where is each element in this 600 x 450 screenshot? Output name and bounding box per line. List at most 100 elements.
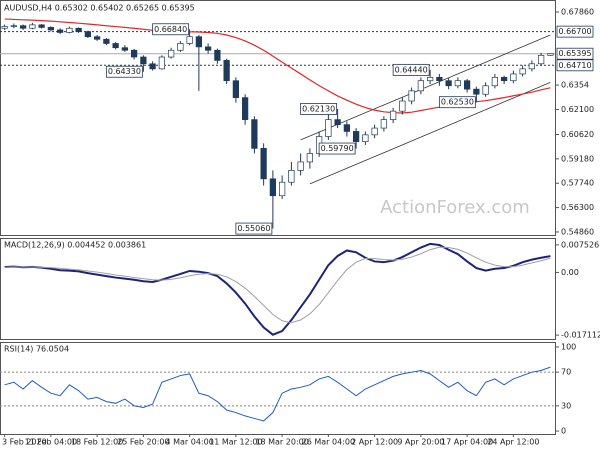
channel-line: [309, 82, 551, 185]
x-tick-label: 2 Apr 12:00: [351, 438, 398, 447]
signal-line: [4, 246, 551, 324]
y-tick-label: 0.59180: [561, 154, 594, 163]
x-tick-label: 26 Mar 04:00: [302, 438, 355, 447]
candle-body: [390, 110, 397, 120]
y-tick-label: 0.60620: [561, 130, 594, 139]
macd-line: [4, 242, 551, 336]
x-tick-label: 18 Mar 20:00: [255, 438, 308, 447]
y-tick-label: 0.007526: [561, 240, 599, 249]
price-annotation-box: [152, 23, 190, 36]
candle-body: [464, 80, 471, 90]
y-tick-label: 100: [561, 342, 576, 351]
x-tick-label: 25 Feb 20:00: [117, 438, 169, 447]
x-tick-label: 4 Mar 04:00: [165, 438, 213, 447]
candle-body: [408, 90, 415, 102]
candle-body: [343, 124, 351, 132]
x-tick-label: 9 Apr 20:00: [397, 438, 444, 447]
price-annotation-box: [105, 65, 143, 78]
candle-body: [168, 49, 175, 58]
candle-body: [362, 134, 369, 142]
y-tick-label: 30: [561, 401, 571, 410]
candle-body: [334, 119, 341, 126]
price-annotation-box: [235, 222, 273, 235]
price-annotation-box: [438, 96, 476, 109]
candle-body: [131, 49, 138, 58]
candle-body: [482, 85, 489, 95]
candle-body: [380, 119, 388, 129]
price-annotation: 0.64330: [108, 67, 141, 76]
candle-body: [47, 27, 54, 31]
x-tick-label: 18 Feb 12:00: [71, 438, 123, 447]
last-price-label: 0.65395: [558, 49, 591, 58]
y-tick-label: 0.54860: [561, 227, 594, 236]
y-tick-label: 0.67860: [561, 8, 594, 17]
panel-title: AUDUSD,H4 0.65302 0.65402 0.65265 0.6539…: [4, 4, 195, 13]
candle-body: [436, 76, 443, 82]
candle-body: [399, 100, 406, 112]
candle-body: [140, 56, 147, 65]
candle-body: [297, 161, 304, 171]
candle-body: [306, 153, 314, 163]
candle-body: [371, 127, 378, 136]
y-tick-label: 0.6354: [561, 81, 589, 90]
candle-body: [56, 29, 64, 33]
candle-body: [158, 56, 166, 70]
candle-body: [547, 53, 554, 56]
candle-body: [195, 36, 203, 48]
candle-body: [38, 24, 45, 28]
candle-body: [473, 88, 480, 95]
price-annotation: 0.62130: [302, 104, 335, 113]
y-tick-label: 70: [561, 368, 571, 377]
candle-body: [325, 119, 332, 137]
level-label-box: [556, 25, 594, 38]
rsi-line: [4, 366, 551, 422]
candle-body: [417, 80, 425, 92]
candle-body: [510, 73, 517, 82]
price-annotation: 0.66840: [154, 25, 187, 34]
y-tick-label: 0: [561, 427, 566, 436]
candle-body: [232, 80, 240, 98]
price-annotation-box: [392, 63, 430, 76]
x-tick-label: 11 Mar 12:00: [209, 438, 262, 447]
watermark: ActionForex.com: [380, 197, 530, 218]
price-panel: [0, 0, 556, 236]
candle-body: [93, 36, 101, 40]
candle-body: [501, 76, 508, 82]
candle-body: [10, 25, 18, 27]
channel-line: [300, 34, 551, 141]
last-price-label-box: [556, 47, 594, 60]
candle-body: [75, 27, 82, 32]
price-annotation: 0.55060: [237, 224, 270, 233]
level-label: 0.64710: [558, 61, 591, 70]
candle-body: [454, 80, 462, 87]
candle-body: [242, 97, 249, 120]
x-tick-label: 11 Feb 04:00: [25, 438, 77, 447]
y-tick-label: -0.017112: [561, 331, 600, 340]
price-annotation: 0.59790: [321, 144, 354, 153]
candle-body: [251, 119, 258, 149]
candle-body: [177, 43, 184, 51]
candle-body: [112, 43, 119, 49]
candle-body: [205, 46, 212, 51]
y-tick-label: 0.62100: [561, 105, 594, 114]
candle-body: [103, 38, 110, 44]
candle-body: [491, 76, 499, 87]
rsi-panel: [0, 342, 556, 435]
candle-body: [29, 24, 36, 29]
y-tick-label: 0.56300: [561, 203, 594, 212]
x-tick-label: 17 Apr 04:00: [441, 438, 493, 447]
y-tick-label: 0.00: [561, 268, 579, 277]
panel-title: RSI(14) 76.0504: [4, 345, 69, 354]
candle-body: [353, 131, 360, 142]
candle-body: [427, 76, 434, 82]
candle-body: [1, 26, 8, 29]
price-annotation-box: [300, 103, 338, 115]
candle-body: [519, 68, 526, 75]
candle-body: [121, 47, 128, 51]
candle-body: [445, 80, 452, 87]
price-annotation: 0.64440: [395, 65, 428, 74]
candle-body: [260, 148, 267, 180]
candle-body: [528, 63, 535, 70]
